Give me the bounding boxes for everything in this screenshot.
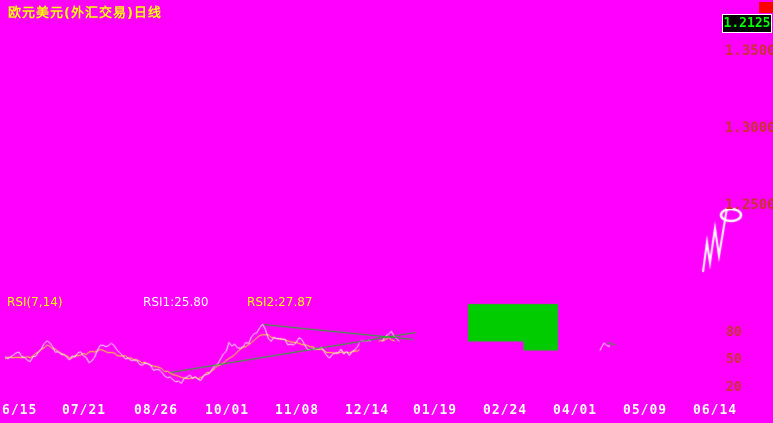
x-axis-label: 11/08 <box>275 403 320 418</box>
x-axis-label: 08/26 <box>134 403 179 418</box>
x-axis-label: 12/14 <box>345 403 390 418</box>
rsi2-value-label: RSI2:27.87 <box>247 295 313 309</box>
price-axis-label: 1.3500 <box>725 43 773 59</box>
chart-title: 欧元美元(外汇交易)日线 <box>8 6 162 21</box>
titlebar-corner-block <box>759 2 773 13</box>
x-axis-label: 02/24 <box>483 403 528 418</box>
rsi-axis-label: 50 <box>726 352 742 367</box>
rsi-axis-label: 80 <box>726 325 742 340</box>
x-axis-label: 6/15 <box>2 403 38 418</box>
x-axis-label: 07/21 <box>62 403 107 418</box>
x-axis-label: 01/19 <box>413 403 458 418</box>
price-axis-label: 1.2500 <box>725 197 773 213</box>
price-axis-label: 1.3000 <box>725 120 773 136</box>
last-price-box: 1.2125 <box>722 14 772 33</box>
x-axis-label: 10/01 <box>205 403 250 418</box>
rsi-indicator-label[interactable]: RSI(7,14) <box>7 295 63 309</box>
x-axis-label: 06/14 <box>693 403 738 418</box>
x-axis-label: 05/09 <box>623 403 668 418</box>
rsi1-value-label: RSI1:25.80 <box>143 295 209 309</box>
x-axis-label: 04/01 <box>553 403 598 418</box>
rsi-axis-label: 20 <box>726 380 742 395</box>
